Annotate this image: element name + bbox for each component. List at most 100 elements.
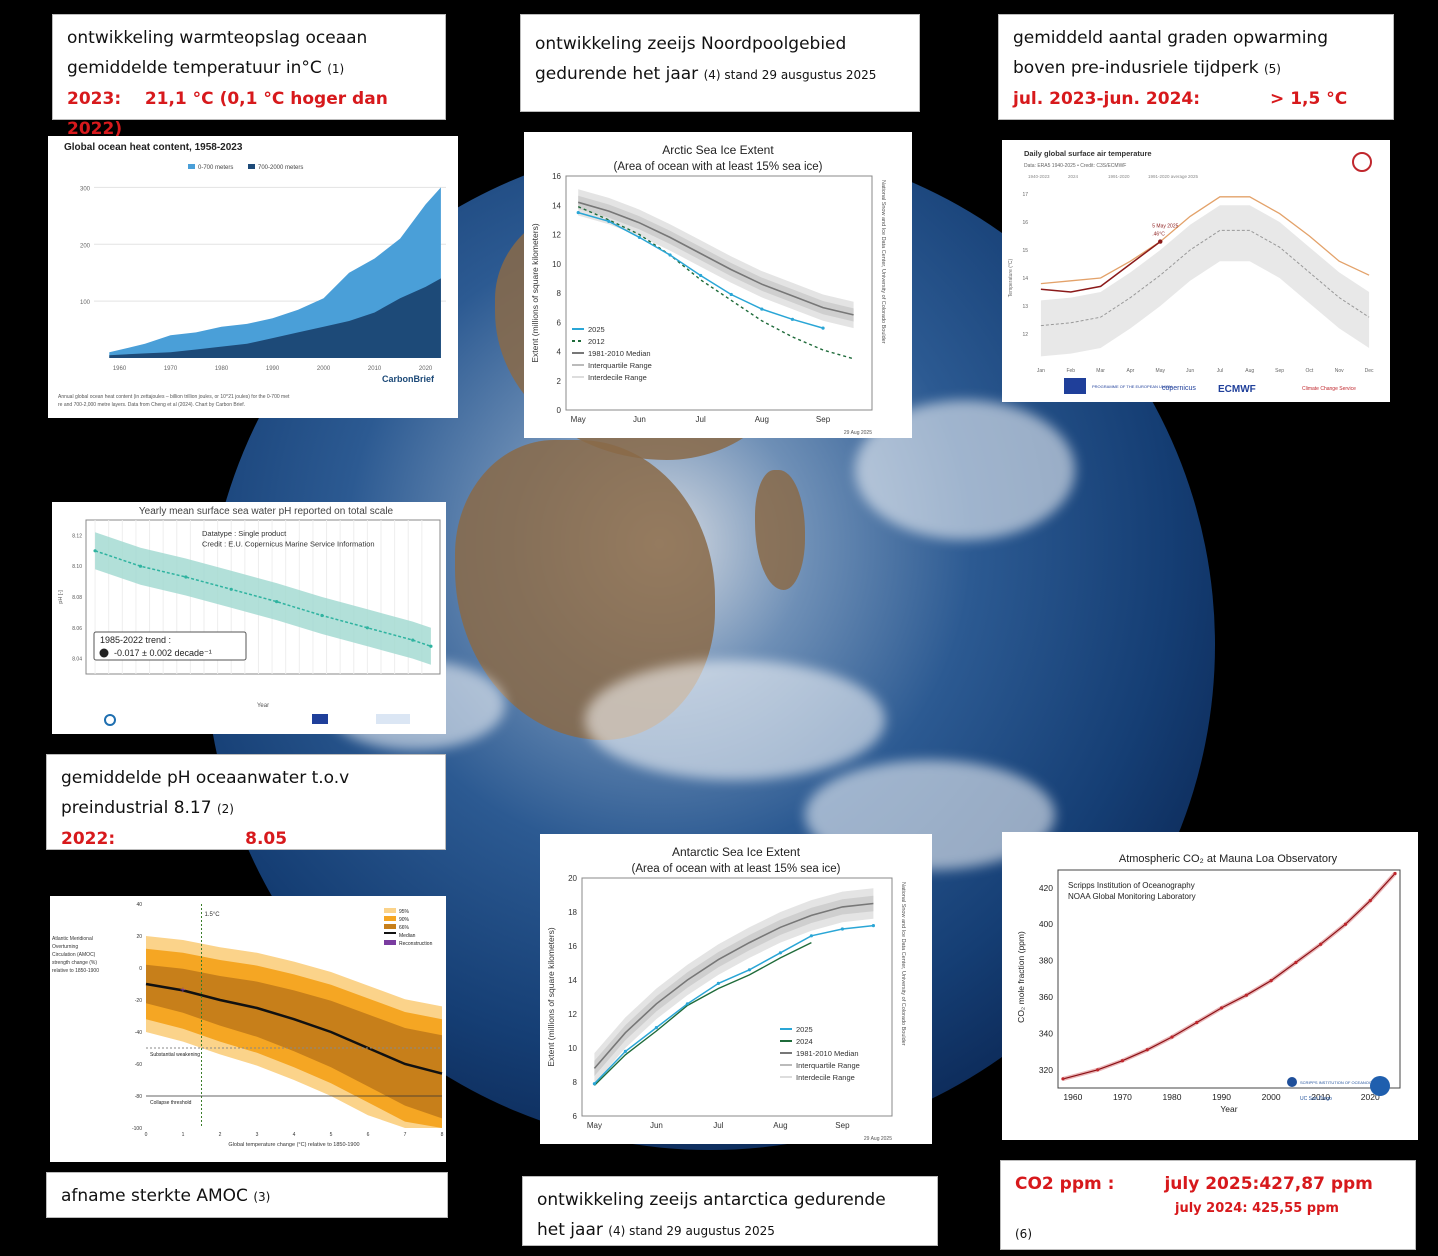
legend-label: 1981-2010 Median [588, 349, 651, 358]
y-tick-label: 8.06 [72, 626, 82, 632]
legend-label: Interquartile Range [588, 361, 652, 370]
x-tick-label: 2 [219, 1132, 222, 1138]
x-axis-label: Year [257, 703, 269, 709]
y-tick-label: 300 [80, 186, 91, 192]
co2-ref: (6) [1015, 1227, 1032, 1241]
heat-line1: ontwikkeling warmteopslag oceaan [67, 28, 368, 48]
x-tick-label: Aug [1245, 368, 1254, 374]
series-2025-point [821, 326, 825, 330]
x-tick-label: 2010 [1311, 1092, 1330, 1102]
logo-icon [376, 714, 410, 724]
cloud-formation [585, 660, 885, 780]
eu-flag-icon [1064, 378, 1086, 394]
x-tick-label: May [587, 1121, 602, 1130]
series-line-2025 [593, 924, 874, 1085]
legend-label: 66% [399, 925, 410, 931]
arctic-line1: ontwikkeling zeeijs Noordpoolgebied [535, 34, 847, 54]
y-axis-label: Overturning [52, 944, 78, 950]
y-tick-label: 40 [136, 902, 142, 908]
y-tick-label: 16 [568, 942, 577, 951]
region-label: Substantial weakening [150, 1052, 200, 1058]
x-tick-label: 0 [145, 1132, 148, 1138]
annotation-marker [1158, 239, 1163, 244]
source-logo: CarbonBrief [382, 374, 435, 384]
y-tick-label: -20 [135, 998, 142, 1004]
median-line [593, 902, 874, 1069]
co2-chart-panel: Atmospheric CO₂ at Mauna Loa Observatory… [1002, 832, 1418, 1140]
series-line-2024 [593, 941, 812, 1086]
series-line-2025 [577, 211, 824, 329]
arctic-line2: gedurende het jaar [535, 64, 699, 84]
x-tick-label: Jul [1217, 368, 1223, 374]
chart-title: Daily global surface air temperature [1024, 149, 1152, 158]
legend-label: 95% [399, 909, 410, 915]
heat-ref: (1) [327, 62, 345, 76]
arctic-sea-ice-chart: Arctic Sea Ice Extent (Area of ocean with… [530, 143, 886, 436]
y-tick-label: 10 [568, 1044, 577, 1053]
chart-title: Arctic Sea Ice Extent [662, 143, 774, 157]
trend-value: -0.017 ± 0.002 decade⁻¹ [114, 648, 212, 658]
x-tick-label: Feb [1066, 368, 1075, 374]
ocean-heat-chart: Global ocean heat content, 1958-2023 0-70… [58, 142, 446, 408]
y-tick-label: -80 [135, 1094, 142, 1100]
x-tick-label: Nov [1335, 368, 1344, 374]
series-co2-point [1294, 960, 1298, 965]
warming-value: > 1,5 °C [1270, 89, 1348, 109]
x-tick-label: Apr [1127, 368, 1135, 374]
source-label: National Snow and Ice Data Center, Unive… [900, 882, 906, 1046]
series-co2-point [1269, 979, 1273, 983]
chart-title: Antarctic Sea Ice Extent [672, 845, 801, 859]
arctic-info-box: ontwikkeling zeeijs Noordpoolgebied gedu… [520, 14, 920, 112]
y-axis-label: relative to 1850-1900 [52, 968, 99, 974]
series-line-average [1040, 229, 1370, 327]
x-tick-label: 2000 [317, 366, 331, 372]
chart-title: Atmospheric CO₂ at Mauna Loa Observatory [1119, 853, 1338, 865]
y-tick-label: 6 [573, 1112, 578, 1121]
series-area-700-2000m [109, 278, 441, 358]
series-line-2025 [1040, 240, 1161, 293]
series-ph-point [184, 575, 188, 579]
y-axis-label: Temperature (°C) [1008, 258, 1014, 297]
ph-info-box: gemiddelde pH oceaanwater t.o.v preindus… [46, 754, 446, 850]
ph-line2: preindustrial 8.17 [61, 798, 212, 818]
legend-label: 2012 [588, 337, 605, 346]
x-tick-label: 4 [293, 1132, 296, 1138]
chart-caption: re and 700-2,000 metre layers. Data from… [58, 402, 245, 408]
y-tick-label: 8 [573, 1078, 578, 1087]
series-ph-point [411, 638, 415, 642]
land-region [755, 470, 805, 590]
source-label: National Snow and Ice Data Center, Unive… [880, 180, 886, 344]
ph-ref: (2) [216, 802, 234, 816]
x-axis-label: Year [1220, 1104, 1237, 1114]
y-tick-label: 6 [557, 318, 562, 327]
chart-subtitle: Data: ERA5 1940-2025 • Credit: C3S/ECMWF [1024, 163, 1126, 169]
co2-label: CO2 ppm : [1015, 1174, 1115, 1194]
series-co2-point [1219, 1006, 1224, 1010]
y-tick-label: -60 [135, 1062, 142, 1068]
series-line-2024 [1040, 196, 1370, 285]
date-label: 29 Aug 2025 [844, 430, 872, 436]
x-tick-label: Sep [835, 1121, 850, 1130]
scripps-logo-icon [1287, 1077, 1297, 1087]
series-2025-point [668, 253, 672, 257]
y-tick-label: 360 [1039, 992, 1053, 1002]
y-tick-label: 12 [1022, 332, 1028, 338]
chart-subtitle: (Area of ocean with at least 15% sea ice… [613, 161, 822, 173]
uncertainty-band [95, 532, 431, 665]
x-tick-label: Jul [713, 1121, 723, 1130]
series-co2-point [1145, 1048, 1149, 1052]
y-tick-label: 320 [1039, 1065, 1053, 1075]
legend-label: Interdecile Range [588, 373, 647, 382]
ocean-heat-chart-panel: Global ocean heat content, 1958-2023 0-70… [48, 136, 458, 418]
y-tick-label: 8.10 [72, 564, 82, 570]
series-ph-point [320, 613, 324, 618]
x-tick-label: 1990 [266, 366, 280, 372]
amoc-ref: (3) [253, 1190, 271, 1204]
y-tick-label: 14 [1022, 276, 1028, 282]
y-tick-label: 420 [1039, 883, 1053, 893]
warming-info-box: gemiddeld aantal graden opwarming boven … [998, 14, 1394, 120]
y-tick-label: 13 [1022, 304, 1028, 310]
series-2025-point [729, 292, 733, 297]
antarctic-info-box: ontwikkeling zeeijs antarctica gedurende… [522, 1176, 938, 1246]
warming-line1: gemiddeld aantal graden opwarming [1013, 28, 1328, 48]
